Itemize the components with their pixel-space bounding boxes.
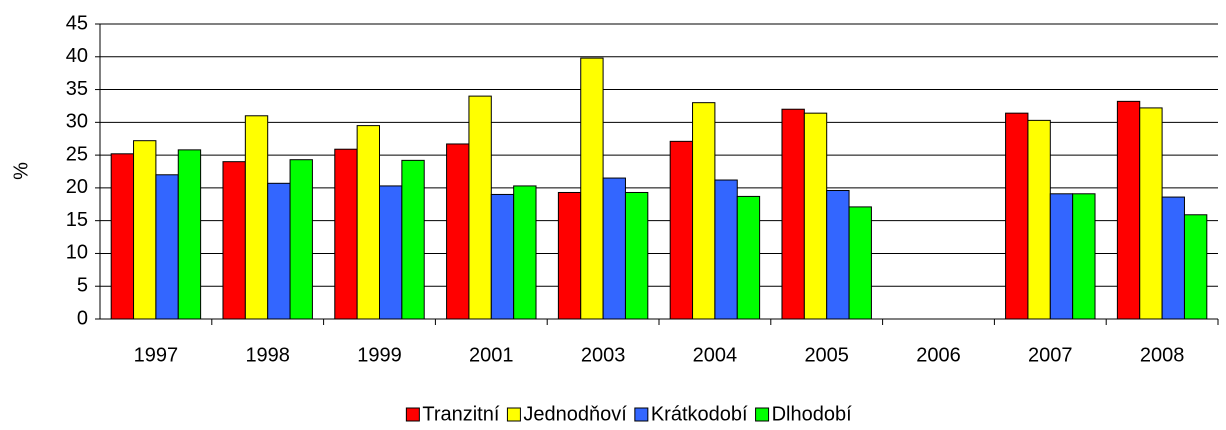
y-tick-label: 20 — [66, 176, 88, 198]
legend-swatch — [755, 407, 770, 422]
bar — [133, 140, 157, 320]
bar — [803, 112, 828, 320]
bar — [490, 193, 515, 320]
x-tick-label: 2007 — [1028, 344, 1073, 366]
bar — [244, 115, 269, 320]
legend-label: Krátkodobí — [651, 403, 748, 425]
bar — [1183, 214, 1208, 320]
bar — [289, 159, 313, 320]
bar — [1139, 107, 1163, 320]
bar — [468, 95, 492, 320]
y-tick-label: 10 — [66, 242, 88, 264]
bar — [669, 140, 694, 320]
legend: Tranzitní Jednodňoví Krátkodobí Dlhodobí — [405, 403, 853, 425]
bar — [267, 182, 291, 320]
bar — [1161, 196, 1185, 320]
legend-label: Dlhodobí — [772, 403, 853, 425]
y-axis-label: % — [10, 162, 32, 180]
bar — [446, 143, 470, 320]
bar — [736, 195, 761, 320]
bar — [155, 174, 179, 320]
x-tick-label: 2001 — [469, 344, 514, 366]
y-tick-label: 25 — [66, 143, 88, 165]
bar — [602, 177, 626, 320]
bar — [1027, 119, 1051, 320]
x-tick-label: 2004 — [693, 344, 738, 366]
bar — [848, 206, 872, 320]
bar — [1005, 112, 1029, 320]
legend-label: Tranzitní — [422, 403, 500, 425]
bar — [1116, 100, 1141, 320]
x-tick-label: 2006 — [916, 344, 961, 366]
y-tick-label: 35 — [66, 78, 88, 100]
y-tick-label: 45 — [66, 12, 88, 34]
legend-swatch — [634, 407, 649, 422]
bar — [356, 125, 381, 320]
bar — [624, 191, 649, 320]
bar — [1049, 193, 1074, 320]
bar — [177, 149, 202, 320]
bar — [379, 185, 403, 320]
bar — [781, 108, 805, 320]
legend-swatch — [506, 407, 521, 422]
bar — [222, 161, 246, 320]
x-tick-label: 1997 — [134, 344, 179, 366]
bar — [1072, 193, 1096, 320]
bar — [110, 153, 135, 320]
x-tick-label: 1999 — [357, 344, 402, 366]
x-tick-label: 2008 — [1140, 344, 1185, 366]
x-tick-label: 2005 — [804, 344, 849, 366]
legend-label: Jednodňoví — [523, 403, 627, 425]
bar — [513, 185, 537, 320]
y-tick-label: 0 — [77, 307, 88, 329]
bar — [557, 191, 582, 320]
legend-swatch — [405, 407, 420, 422]
bar — [692, 102, 716, 320]
y-tick-label: 5 — [77, 275, 88, 297]
bar — [401, 159, 425, 320]
bar — [714, 179, 738, 320]
bar — [826, 190, 850, 320]
y-tick-label: 40 — [66, 45, 88, 67]
y-tick-label: 30 — [66, 111, 88, 133]
bar — [334, 148, 358, 320]
x-tick-label: 2003 — [581, 344, 626, 366]
y-tick-label: 15 — [66, 209, 88, 231]
x-tick-label: 1998 — [245, 344, 290, 366]
bar — [580, 57, 604, 320]
